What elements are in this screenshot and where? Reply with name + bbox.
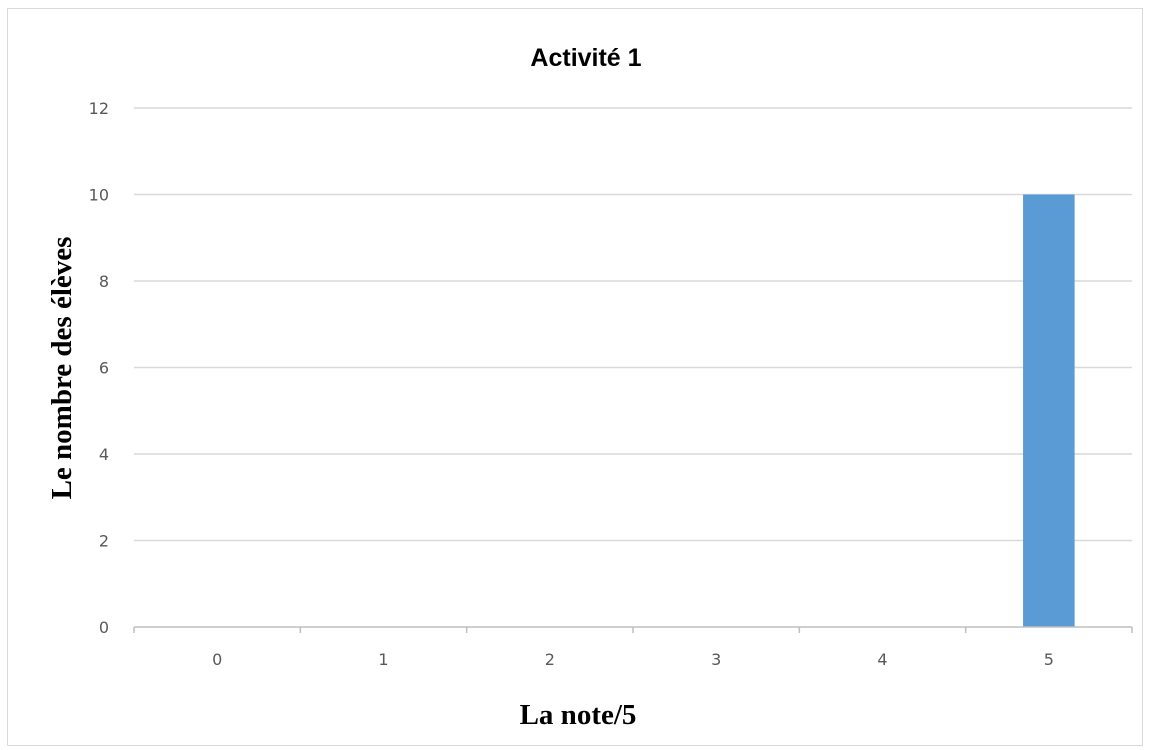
x-axis-title: La note/5 xyxy=(520,699,637,731)
x-tick-label: 5 xyxy=(1044,650,1054,669)
y-tick-label: 6 xyxy=(99,359,109,378)
y-tick-label: 8 xyxy=(99,272,109,291)
x-axis-ticks: 0 1 2 3 4 5 xyxy=(212,650,1054,669)
gridlines xyxy=(134,107,1132,542)
x-tick-label: 4 xyxy=(877,650,887,669)
bar xyxy=(1023,194,1075,627)
y-tick-label: 0 xyxy=(99,618,109,637)
y-tick-label: 2 xyxy=(99,532,109,551)
x-tick-label: 2 xyxy=(545,650,555,669)
x-tick-label: 1 xyxy=(378,650,388,669)
y-axis-ticks: 0 2 4 6 8 10 12 xyxy=(89,99,109,637)
y-tick-label: 10 xyxy=(89,186,109,205)
chart-title: Activité 1 xyxy=(530,44,641,72)
x-tick-label: 0 xyxy=(212,650,222,669)
x-tick-label: 3 xyxy=(711,650,721,669)
y-axis-title: Le nombre des élèves xyxy=(46,237,78,500)
y-tick-label: 4 xyxy=(99,445,109,464)
y-tick-label: 12 xyxy=(89,99,109,118)
chart-frame xyxy=(7,8,1143,746)
bars xyxy=(1023,194,1075,627)
x-axis xyxy=(133,626,1133,633)
